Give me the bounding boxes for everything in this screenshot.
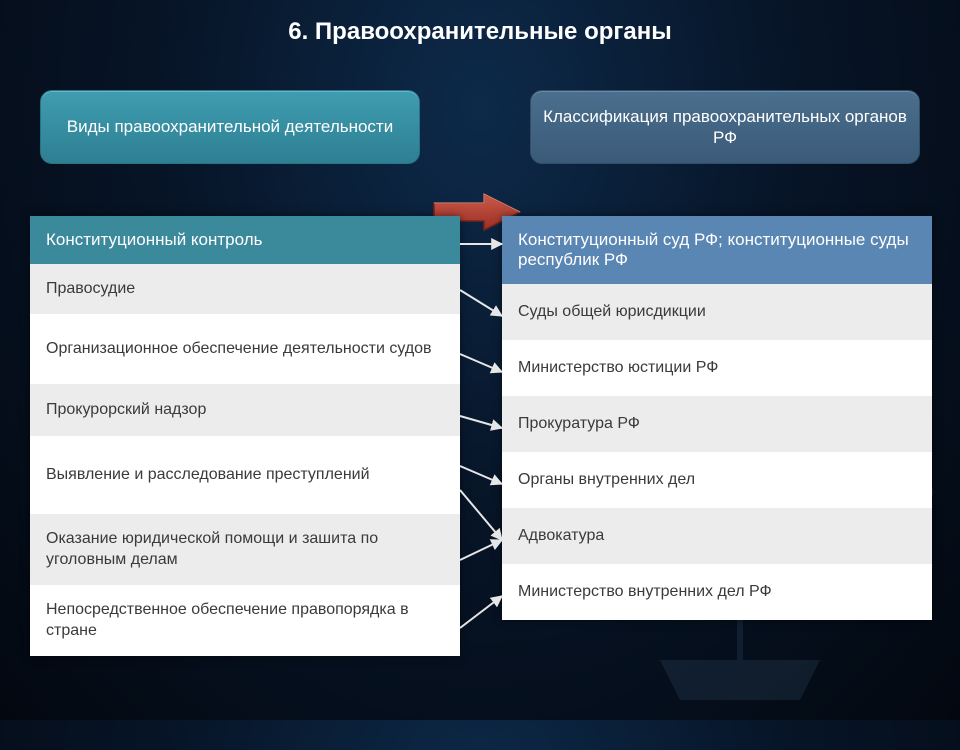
activities-table-header: Конституционный контроль: [30, 216, 460, 264]
activities-table: Конституционный контроль Правосудие Орга…: [30, 216, 460, 656]
header-pill-activities: Виды правоохранительной деятельности: [40, 90, 420, 164]
table-row: Правосудие: [30, 264, 460, 314]
table-row: Министерство юстиции РФ: [502, 340, 932, 396]
organs-table: Конституционный суд РФ; конституционные …: [502, 216, 932, 620]
table-row: Адвокатура: [502, 508, 932, 564]
table-row: Суды общей юрисдикции: [502, 284, 932, 340]
table-row: Организационное обеспечение деятельности…: [30, 314, 460, 384]
table-row: Непосредственное обеспечение правопорядк…: [30, 585, 460, 656]
header-pill-classification: Классификация правоохранительных органов…: [530, 90, 920, 164]
table-row: Оказание юридической помощи и зашита по …: [30, 514, 460, 585]
table-row: Прокурорский надзор: [30, 384, 460, 436]
table-row: Выявление и расследование преступлений: [30, 436, 460, 514]
table-row: Прокуратура РФ: [502, 396, 932, 452]
table-row: Министерство внутренних дел РФ: [502, 564, 932, 620]
header-row: Виды правоохранительной деятельности Кла…: [0, 80, 960, 180]
table-row: Органы внутренних дел: [502, 452, 932, 508]
organs-table-header: Конституционный суд РФ; конституционные …: [502, 216, 932, 284]
slide-title: 6. Правоохранительные органы: [0, 0, 960, 46]
